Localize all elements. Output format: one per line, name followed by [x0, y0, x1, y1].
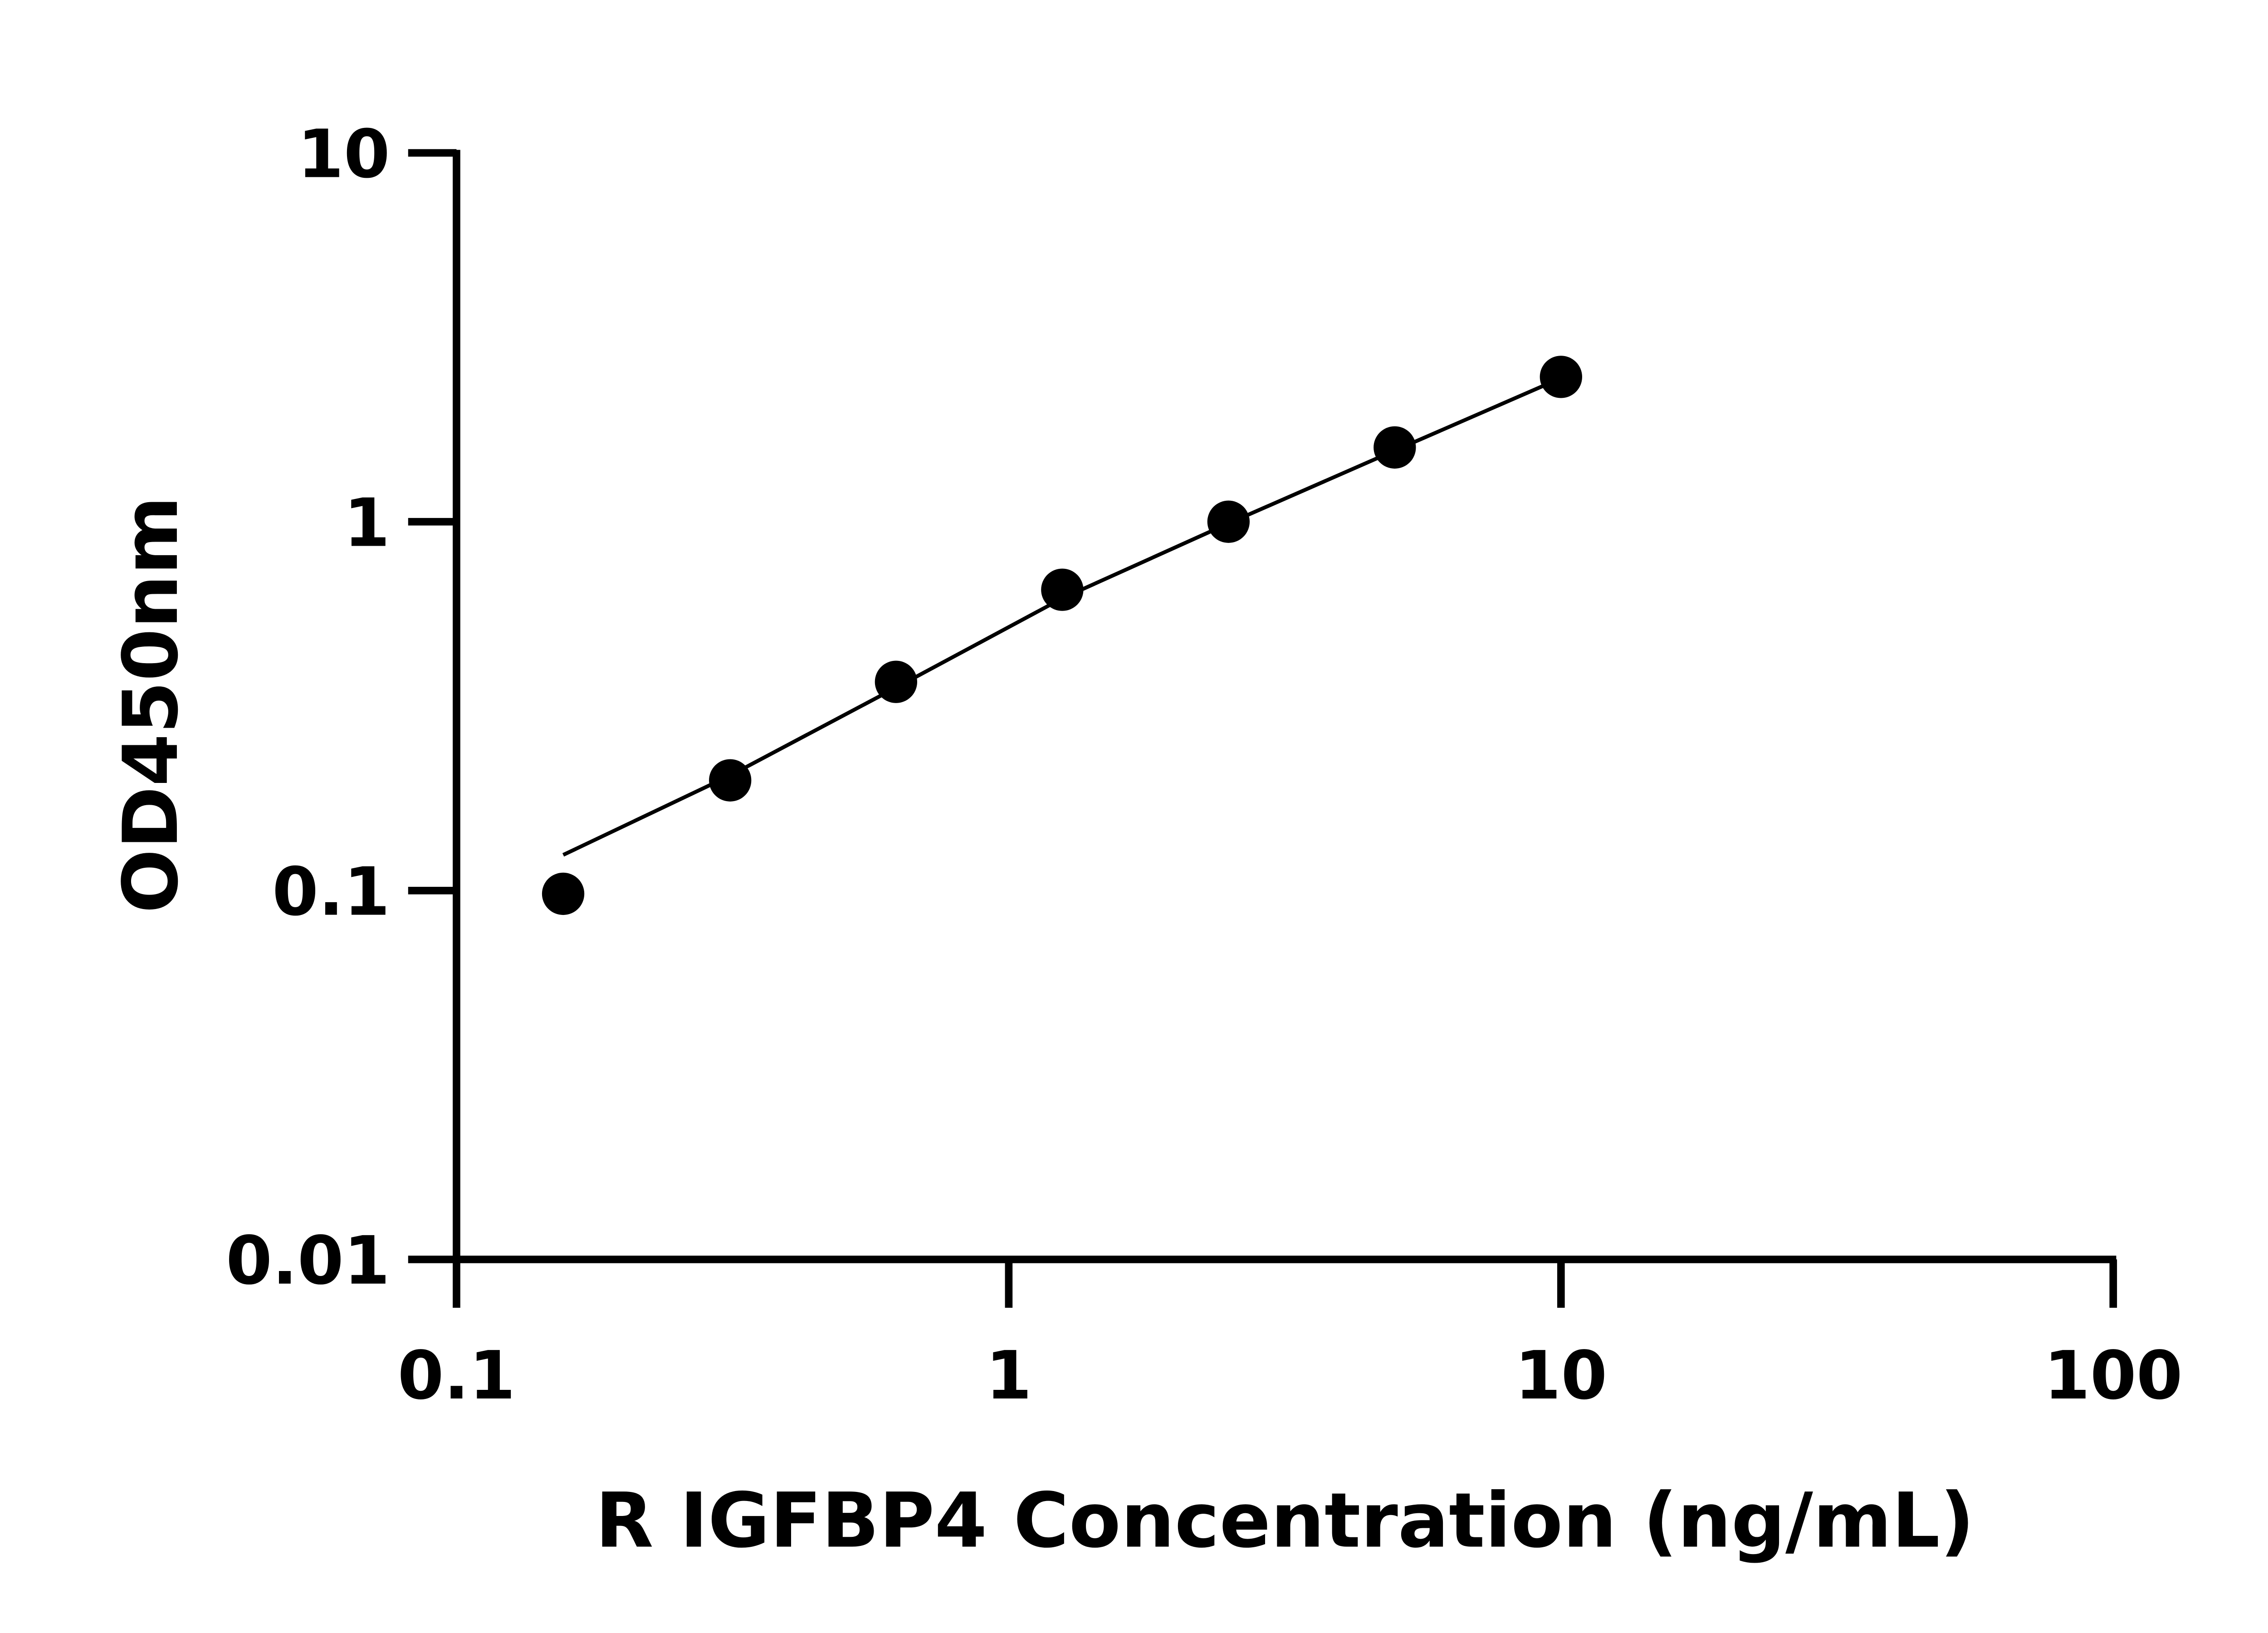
data-point — [542, 872, 585, 915]
x-tick-label: 0.1 — [398, 1337, 516, 1414]
data-points — [542, 356, 1582, 915]
data-point — [1207, 500, 1250, 543]
data-point — [1041, 568, 1084, 611]
data-point — [875, 660, 918, 703]
data-point — [1374, 426, 1416, 469]
y-tick-label: 0.01 — [226, 1222, 390, 1300]
x-tick-label: 1 — [986, 1337, 1032, 1414]
y-tick-label: 0.1 — [272, 853, 390, 931]
y-tick-label: 1 — [344, 484, 390, 562]
x-axis-label: R IGFBP4 Concentration (ng/mL) — [595, 1477, 1974, 1565]
x-tick-label: 10 — [1515, 1337, 1607, 1414]
x-tick-label: 100 — [2044, 1337, 2183, 1414]
y-tick-label: 10 — [298, 115, 390, 193]
data-point — [709, 759, 752, 802]
data-point — [1540, 356, 1582, 398]
y-axis-label: OD450nm — [107, 496, 195, 913]
